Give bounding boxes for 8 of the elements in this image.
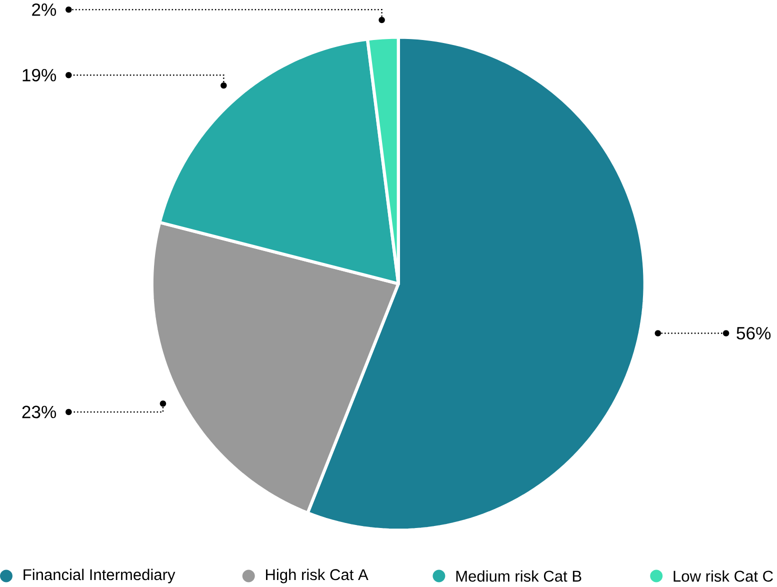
legend-label: Low risk Cat C [674, 570, 773, 582]
legend-label: Medium risk Cat B [456, 570, 582, 582]
legend-label: High risk Cat A [266, 568, 368, 584]
data-label: 56% [736, 327, 771, 340]
data-label: 2% [32, 4, 56, 16]
legend-label: Financial Intermediary [24, 568, 176, 584]
data-label: 19% [22, 69, 56, 82]
data-label: 23% [22, 406, 56, 418]
